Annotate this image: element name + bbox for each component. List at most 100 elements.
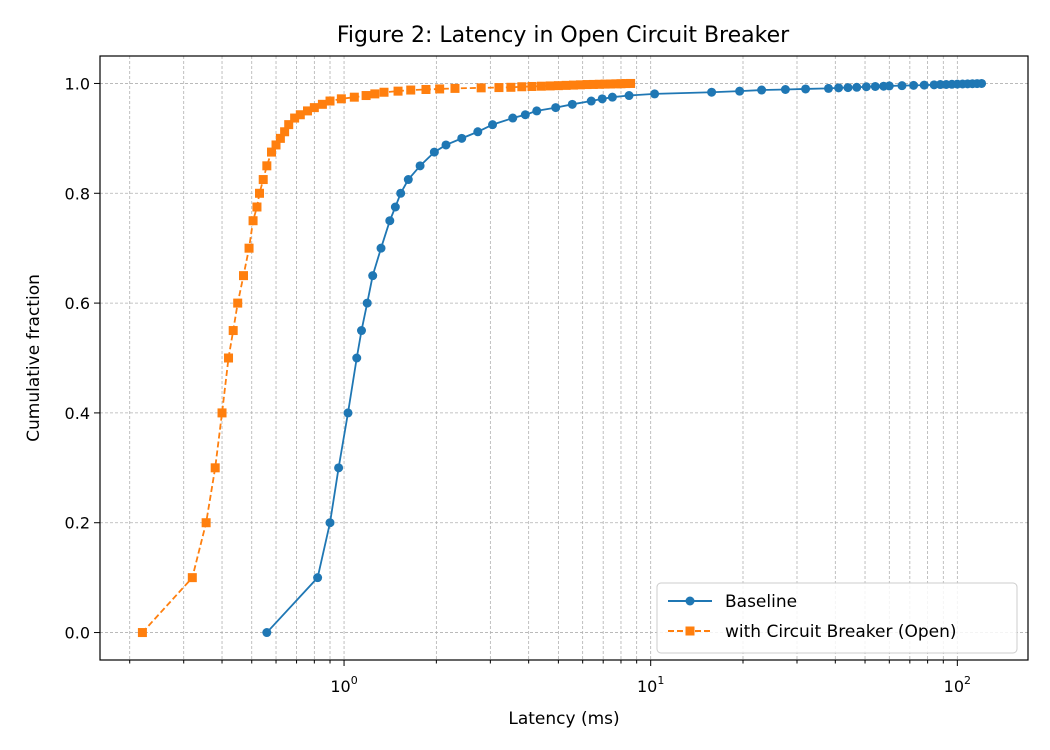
baseline-point <box>861 82 871 92</box>
baseline-point <box>567 99 577 109</box>
y-tick-label: 1.0 <box>65 74 90 93</box>
circuit-breaker-point <box>262 161 272 171</box>
baseline-point <box>441 140 451 150</box>
circuit-breaker-point <box>527 81 537 91</box>
chart-title: Figure 2: Latency in Open Circuit Breake… <box>337 23 790 48</box>
baseline-point <box>368 271 378 281</box>
circuit-breaker-point <box>494 83 504 93</box>
baseline-point <box>757 85 767 95</box>
baseline-point <box>780 84 790 94</box>
baseline-point <box>909 80 919 90</box>
baseline-point <box>334 463 344 473</box>
circuit-breaker-point <box>248 216 258 226</box>
baseline-point <box>532 106 542 116</box>
circuit-breaker-point <box>611 79 621 89</box>
circuit-breaker-point <box>600 79 610 89</box>
circuit-breaker-point <box>606 79 616 89</box>
baseline-point <box>624 91 634 101</box>
circuit-breaker-point <box>137 628 147 638</box>
circuit-breaker-point <box>393 86 403 96</box>
circuit-breaker-point <box>309 103 319 113</box>
circuit-breaker-point <box>568 80 578 90</box>
circuit-breaker-point <box>228 326 238 336</box>
circuit-breaker-point <box>244 243 254 253</box>
circuit-breaker-point <box>275 133 285 143</box>
legend-breaker-marker <box>685 626 695 636</box>
baseline-point <box>429 147 439 157</box>
y-tick-label: 0.0 <box>65 624 90 643</box>
circuit-breaker-point <box>224 353 234 363</box>
circuit-breaker-point <box>450 83 460 93</box>
series-layer <box>137 78 987 638</box>
circuit-breaker-point <box>536 81 546 91</box>
x-tick-label: 102 <box>944 674 971 696</box>
baseline-point <box>473 127 483 137</box>
x-tick-label: 101 <box>637 674 664 696</box>
baseline-point <box>919 80 929 90</box>
baseline-point <box>385 216 395 226</box>
circuit-breaker-point <box>255 188 265 198</box>
baseline-point <box>834 83 844 93</box>
baseline-point <box>352 353 362 363</box>
circuit-breaker-point <box>621 79 631 89</box>
baseline-point <box>313 573 323 583</box>
y-tick-label: 0.8 <box>65 184 90 203</box>
baseline-point <box>852 82 862 92</box>
circuit-breaker-point <box>435 84 445 94</box>
baseline-point <box>870 81 880 91</box>
baseline-point <box>508 113 518 123</box>
circuit-breaker-point <box>201 518 211 528</box>
y-tick-label: 0.4 <box>65 404 90 423</box>
circuit-breaker-point <box>325 96 335 106</box>
circuit-breaker-point <box>588 79 598 89</box>
circuit-breaker-point <box>290 113 300 123</box>
baseline-point <box>415 161 425 171</box>
baseline-point <box>390 202 400 212</box>
circuit-breaker-point <box>349 92 359 102</box>
baseline-point <box>551 103 561 113</box>
baseline-point <box>325 518 335 528</box>
baseline-point <box>586 96 596 106</box>
circuit-breaker-point <box>239 271 249 281</box>
grid-lines <box>100 56 1028 660</box>
legend-breaker-label: with Circuit Breaker (Open) <box>725 622 957 642</box>
circuit-breaker-point <box>561 80 571 90</box>
baseline-point <box>823 83 833 93</box>
circuit-breaker-point <box>187 573 197 583</box>
plot-frame <box>99 55 1029 661</box>
circuit-breaker-point <box>280 127 290 137</box>
baseline-point <box>376 243 386 253</box>
baseline-point <box>977 78 987 88</box>
baseline-point <box>362 298 372 308</box>
baseline-point <box>457 133 467 143</box>
baseline-point <box>356 326 366 336</box>
circuit-breaker-point <box>594 79 604 89</box>
circuit-breaker-point <box>506 82 516 92</box>
circuit-breaker-point <box>406 85 416 95</box>
circuit-breaker-point <box>252 202 262 212</box>
circuit-breaker-point <box>582 80 592 90</box>
circuit-breaker-point <box>295 110 305 120</box>
x-tick-label: 100 <box>330 674 357 696</box>
baseline-point <box>343 408 353 418</box>
baseline-point <box>897 81 907 91</box>
baseline-point <box>262 628 272 638</box>
circuit-breaker-point <box>336 94 346 104</box>
baseline-point <box>607 92 617 102</box>
circuit-breaker-point <box>553 81 563 91</box>
legend: Baseline with Circuit Breaker (Open) <box>656 582 1018 654</box>
circuit-breaker-point <box>616 79 626 89</box>
circuit-breaker-point <box>421 84 431 94</box>
circuit-breaker-point <box>271 140 281 150</box>
circuit-breaker-point <box>258 175 268 185</box>
circuit-breaker-point <box>303 106 313 116</box>
circuit-breaker-point <box>361 91 371 101</box>
y-axis-ticks: 0.0 0.2 0.4 0.6 0.8 1.0 <box>65 74 100 643</box>
legend-baseline-marker <box>685 596 695 606</box>
y-axis-label: Cumulative fraction <box>24 274 44 442</box>
circuit-breaker-point <box>517 82 527 92</box>
y-tick-label: 0.6 <box>65 294 90 313</box>
baseline-point <box>396 188 406 198</box>
circuit-breaker-point <box>545 81 555 91</box>
